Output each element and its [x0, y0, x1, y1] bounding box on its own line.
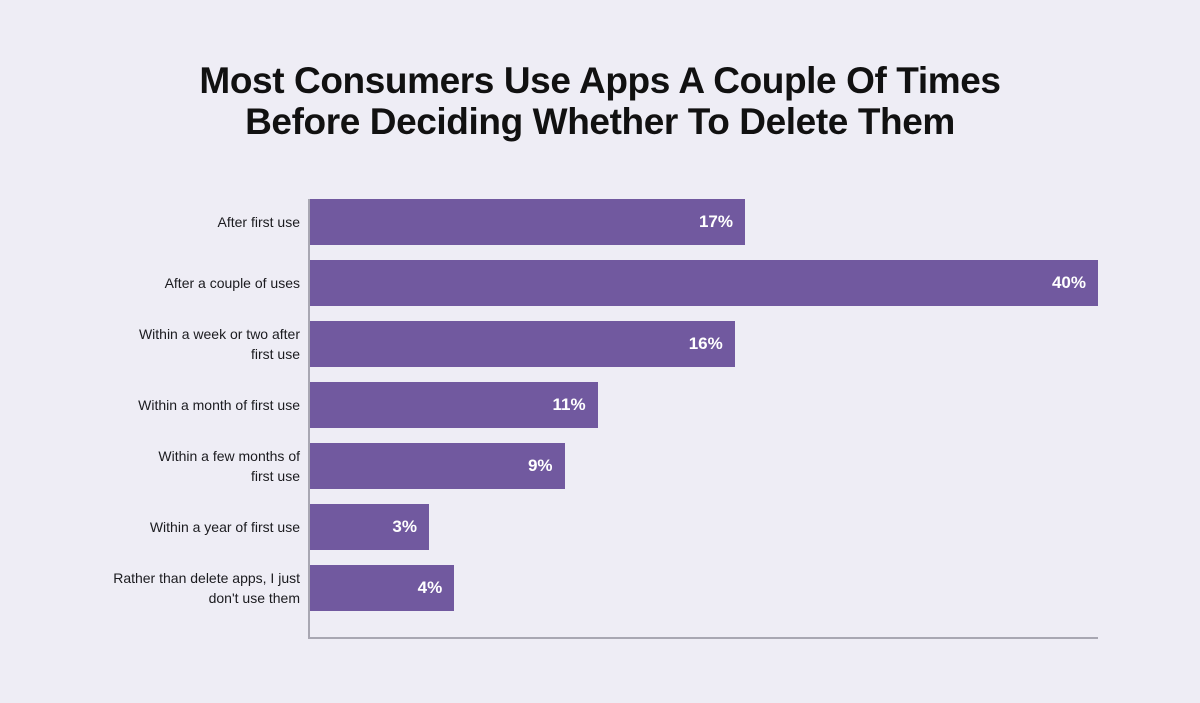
bar: 17%	[310, 199, 745, 245]
bar: 3%	[310, 504, 429, 550]
bar-track: 16%	[310, 321, 1098, 367]
bar-value-label: 11%	[552, 395, 586, 414]
chart-title-line-2: Before Deciding Whether To Delete Them	[245, 101, 955, 142]
bar-track: 40%	[310, 260, 1098, 306]
x-axis-line	[308, 637, 1098, 639]
bar-value-label: 17%	[698, 212, 733, 231]
bar-value-label: 16%	[688, 334, 723, 353]
bar-row: After a couple of uses 40%	[0, 260, 1098, 306]
bar: 4%	[310, 565, 455, 611]
bar-category-label: After first use	[217, 214, 300, 230]
bar-rows: After first use 17% After a couple of uses…	[0, 199, 1098, 611]
bar-category-label: Within a month of first use	[138, 397, 300, 413]
bar-row: Within a month of first use 11%	[0, 382, 1098, 428]
bar-category-label: Rather than delete apps, I just don't use…	[113, 570, 300, 606]
bar-row: Rather than delete apps, I just don't use…	[0, 565, 1098, 611]
bar-category-label: After a couple of uses	[164, 275, 300, 291]
bar-value-label: 9%	[527, 456, 553, 475]
bar-track: 11%	[310, 382, 1098, 428]
bar: 11%	[310, 382, 598, 428]
bar-row: After first use 17%	[0, 199, 1098, 245]
bar-row: Within a week or two after first use 16%	[0, 321, 1098, 367]
bar-category-label: Within a few months of first use	[158, 448, 300, 484]
y-axis-line	[308, 199, 310, 639]
bar: 16%	[310, 321, 735, 367]
bar-track: 4%	[310, 565, 1098, 611]
chart-title-line-1: Most Consumers Use Apps A Couple Of Time…	[199, 60, 1001, 101]
bar-track: 3%	[310, 504, 1098, 550]
bar-category-label: Within a year of first use	[149, 519, 300, 535]
bar-value-label: 3%	[392, 517, 417, 536]
bar: 9%	[310, 443, 565, 489]
bar-track: 9%	[310, 443, 1098, 489]
bar-category-label: Within a week or two after first use	[138, 326, 300, 362]
chart-title: Most Consumers Use Apps A Couple Of Time…	[0, 60, 1200, 142]
bar-value-label: 40%	[1051, 273, 1086, 292]
bar-value-label: 4%	[417, 578, 443, 597]
bar-row: Within a year of first use 3%	[0, 504, 1098, 550]
bar-row: Within a few months of first use 9%	[0, 443, 1098, 489]
bar: 40%	[310, 260, 1098, 306]
bar-track: 17%	[310, 199, 1098, 245]
